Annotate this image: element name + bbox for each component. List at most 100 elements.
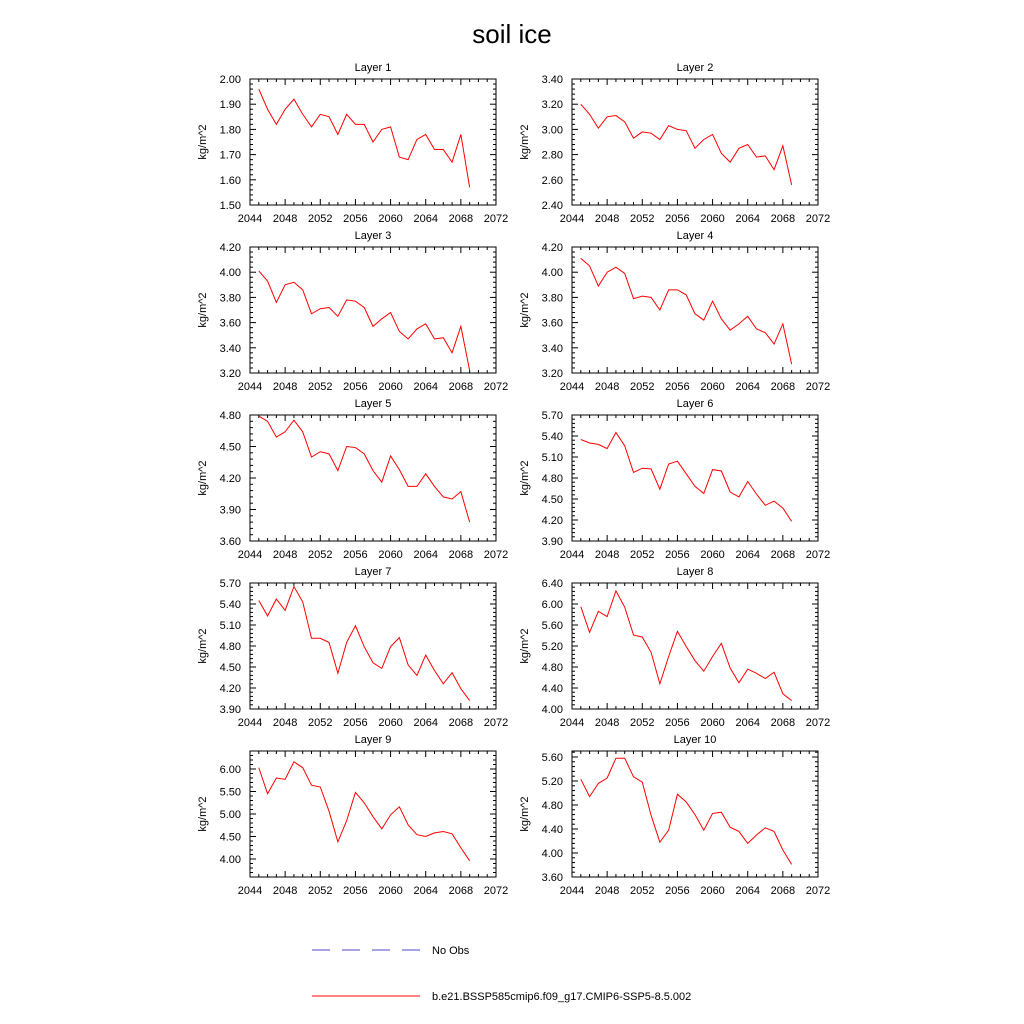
y-tick-label: 2.60 [542,175,563,187]
x-tick-label: 2072 [484,213,508,225]
x-tick-label: 2052 [308,717,332,729]
x-tick-label: 2052 [308,549,332,561]
series-line [258,761,471,862]
x-tick-label: 2064 [413,717,437,729]
x-tick-label: 2048 [273,213,297,225]
x-tick-label: 2072 [806,717,830,729]
x-tick-label: 2044 [560,885,584,897]
plot-frame [571,246,819,374]
x-tick-label: 2052 [630,213,654,225]
plot-frame [249,582,497,710]
series-line [258,585,471,701]
y-axis-label: kg/m^2 [519,796,531,831]
x-tick-label: 2072 [484,885,508,897]
y-tick-label: 3.60 [220,318,241,330]
x-tick-label: 2064 [413,381,437,393]
y-tick-label: 3.20 [542,368,563,380]
series-line [258,415,471,523]
y-tick-label: 3.90 [542,536,563,548]
plot-frame [571,78,819,206]
series-line [258,270,471,371]
x-tick-label: 2068 [449,381,473,393]
x-tick-label: 2060 [378,717,402,729]
y-tick-label: 4.40 [542,683,563,695]
y-tick-label: 6.00 [220,764,241,776]
panel-6: Layer 6 kg/m^2 2044 2048 2052 2056 2060 2064 206… [519,398,830,561]
y-axis-label: kg/m^2 [519,460,531,495]
series-line [580,103,793,185]
x-tick-label: 2068 [771,549,795,561]
y-axis-label: kg/m^2 [197,460,209,495]
x-tick-label: 2072 [484,381,508,393]
series-line [580,257,793,365]
y-tick-label: 5.60 [542,620,563,632]
panel-4: Layer 4 kg/m^2 2044 2048 2052 2056 2060 2064 206… [519,230,830,393]
x-tick-label: 2056 [665,885,689,897]
y-axis-label: kg/m^2 [197,628,209,663]
x-tick-label: 2060 [700,549,724,561]
panel-3: Layer 3 kg/m^2 2044 2048 2052 2056 2060 2064 206… [197,230,508,393]
x-tick-label: 2064 [413,885,437,897]
plot-frame [249,246,497,374]
x-tick-label: 2064 [735,213,759,225]
x-tick-label: 2044 [560,381,584,393]
figure-title: soil ice [472,19,551,49]
x-tick-label: 2048 [595,549,619,561]
x-tick-label: 2068 [449,213,473,225]
x-tick-label: 2044 [560,213,584,225]
panel-title: Layer 5 [355,398,392,410]
panel-title: Layer 7 [355,566,392,578]
x-tick-label: 2064 [413,549,437,561]
y-tick-label: 3.90 [220,704,241,716]
x-tick-label: 2064 [735,885,759,897]
x-tick-label: 2044 [238,213,262,225]
legend: No Obs b.e21.BSSP585cmip6.f09_g17.CMIP6-… [312,945,691,1003]
x-tick-label: 2048 [595,885,619,897]
x-tick-label: 2056 [665,381,689,393]
series-line [580,589,792,701]
y-tick-label: 4.00 [220,267,241,279]
x-tick-label: 2056 [343,213,367,225]
x-tick-label: 2056 [343,549,367,561]
panel-10: Layer 10 kg/m^2 2044 2048 2052 2056 2060 2064 20… [519,734,830,897]
x-tick-label: 2060 [700,381,724,393]
y-tick-label: 4.80 [220,641,241,653]
x-tick-label: 2056 [343,885,367,897]
y-tick-label: 1.80 [220,124,241,136]
panel-title: Layer 3 [355,230,392,242]
y-tick-label: 5.00 [220,809,241,821]
x-tick-label: 2060 [378,885,402,897]
y-tick-label: 4.80 [542,662,563,674]
x-tick-label: 2044 [238,885,262,897]
x-tick-label: 2056 [343,381,367,393]
x-tick-label: 2052 [308,213,332,225]
y-tick-label: 3.20 [542,99,563,111]
panel-title: Layer 4 [677,230,714,242]
panel-2: Layer 2 kg/m^2 2044 2048 2052 2056 2060 2064 206… [519,62,830,225]
x-tick-label: 2048 [595,717,619,729]
y-tick-label: 1.70 [220,150,241,162]
plot-frame [571,414,819,542]
y-tick-label: 5.50 [220,787,241,799]
y-tick-label: 4.20 [220,683,241,695]
x-tick-label: 2064 [735,381,759,393]
y-tick-label: 4.00 [542,848,563,860]
x-tick-label: 2060 [700,717,724,729]
plot-frame [249,750,497,878]
x-tick-label: 2052 [630,549,654,561]
y-axis-label: kg/m^2 [197,292,209,327]
y-tick-label: 3.60 [542,872,563,884]
series-line [580,431,793,522]
x-tick-label: 2072 [806,885,830,897]
x-tick-label: 2056 [665,717,689,729]
x-tick-label: 2056 [665,549,689,561]
y-tick-label: 2.80 [542,150,563,162]
y-tick-label: 5.60 [542,752,563,764]
panel-title: Layer 6 [677,398,714,410]
y-tick-label: 3.20 [220,368,241,380]
y-tick-label: 4.20 [542,515,563,527]
x-tick-label: 2048 [273,381,297,393]
x-tick-label: 2072 [484,717,508,729]
x-tick-label: 2068 [449,549,473,561]
